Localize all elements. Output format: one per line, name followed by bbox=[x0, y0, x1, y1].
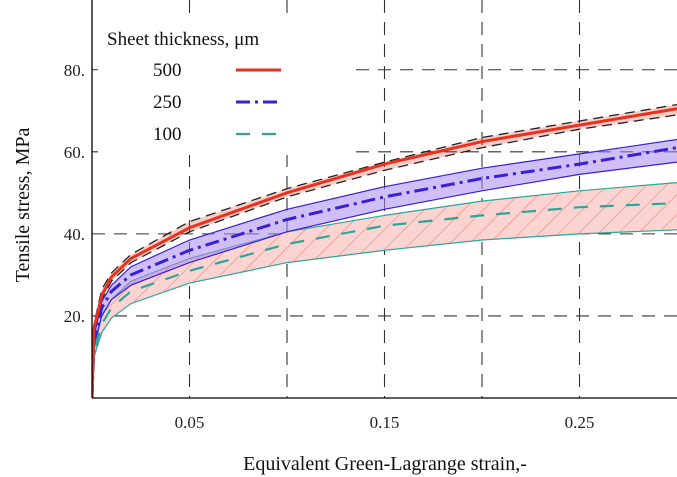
y-tick-label: 80. bbox=[64, 61, 85, 80]
legend-label: 500 bbox=[153, 60, 182, 81]
x-tick-label: 0.25 bbox=[565, 413, 595, 432]
legend-label: 250 bbox=[153, 92, 182, 113]
band-lower-250 bbox=[92, 161, 677, 398]
series-lines bbox=[92, 107, 677, 398]
x-tick-label: 0.05 bbox=[175, 413, 205, 432]
band-250 bbox=[92, 139, 677, 398]
y-tick-label: 20. bbox=[64, 307, 85, 326]
series-line-250 bbox=[92, 146, 677, 398]
legend-background bbox=[98, 20, 348, 155]
axes: 0.05 0.15 0.25 20. 40. 60. 80. Equivalent Green… bbox=[12, 0, 677, 475]
legend-title: Sheet thickness, μm bbox=[107, 29, 259, 50]
band-lower-100 bbox=[92, 229, 677, 398]
x-tick-label: 0.15 bbox=[370, 413, 400, 432]
x-axis-title: Equivalent Green-Lagrange strain,- bbox=[243, 453, 527, 475]
y-axis-title: Tensile stress, MPa bbox=[12, 128, 34, 283]
legend-label: 100 bbox=[153, 124, 182, 145]
y-tick-label: 40. bbox=[64, 225, 85, 244]
series-line-100 bbox=[92, 202, 677, 398]
y-tick-label: 60. bbox=[64, 143, 85, 162]
series-line-500 bbox=[92, 107, 677, 398]
legend: Sheet thickness, μm 500 250 100 bbox=[98, 20, 348, 155]
